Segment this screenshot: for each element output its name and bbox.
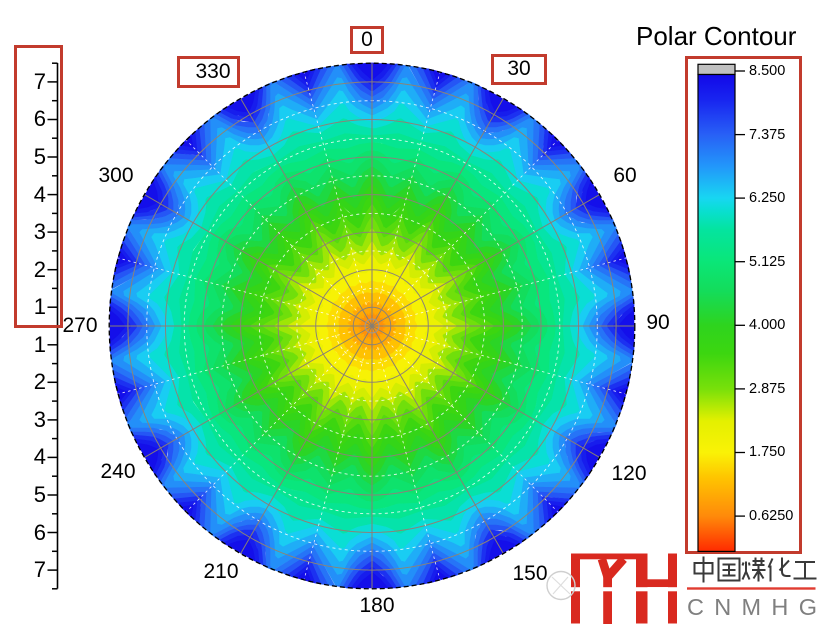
svg-text:CNMHG: CNMHG bbox=[687, 594, 822, 620]
